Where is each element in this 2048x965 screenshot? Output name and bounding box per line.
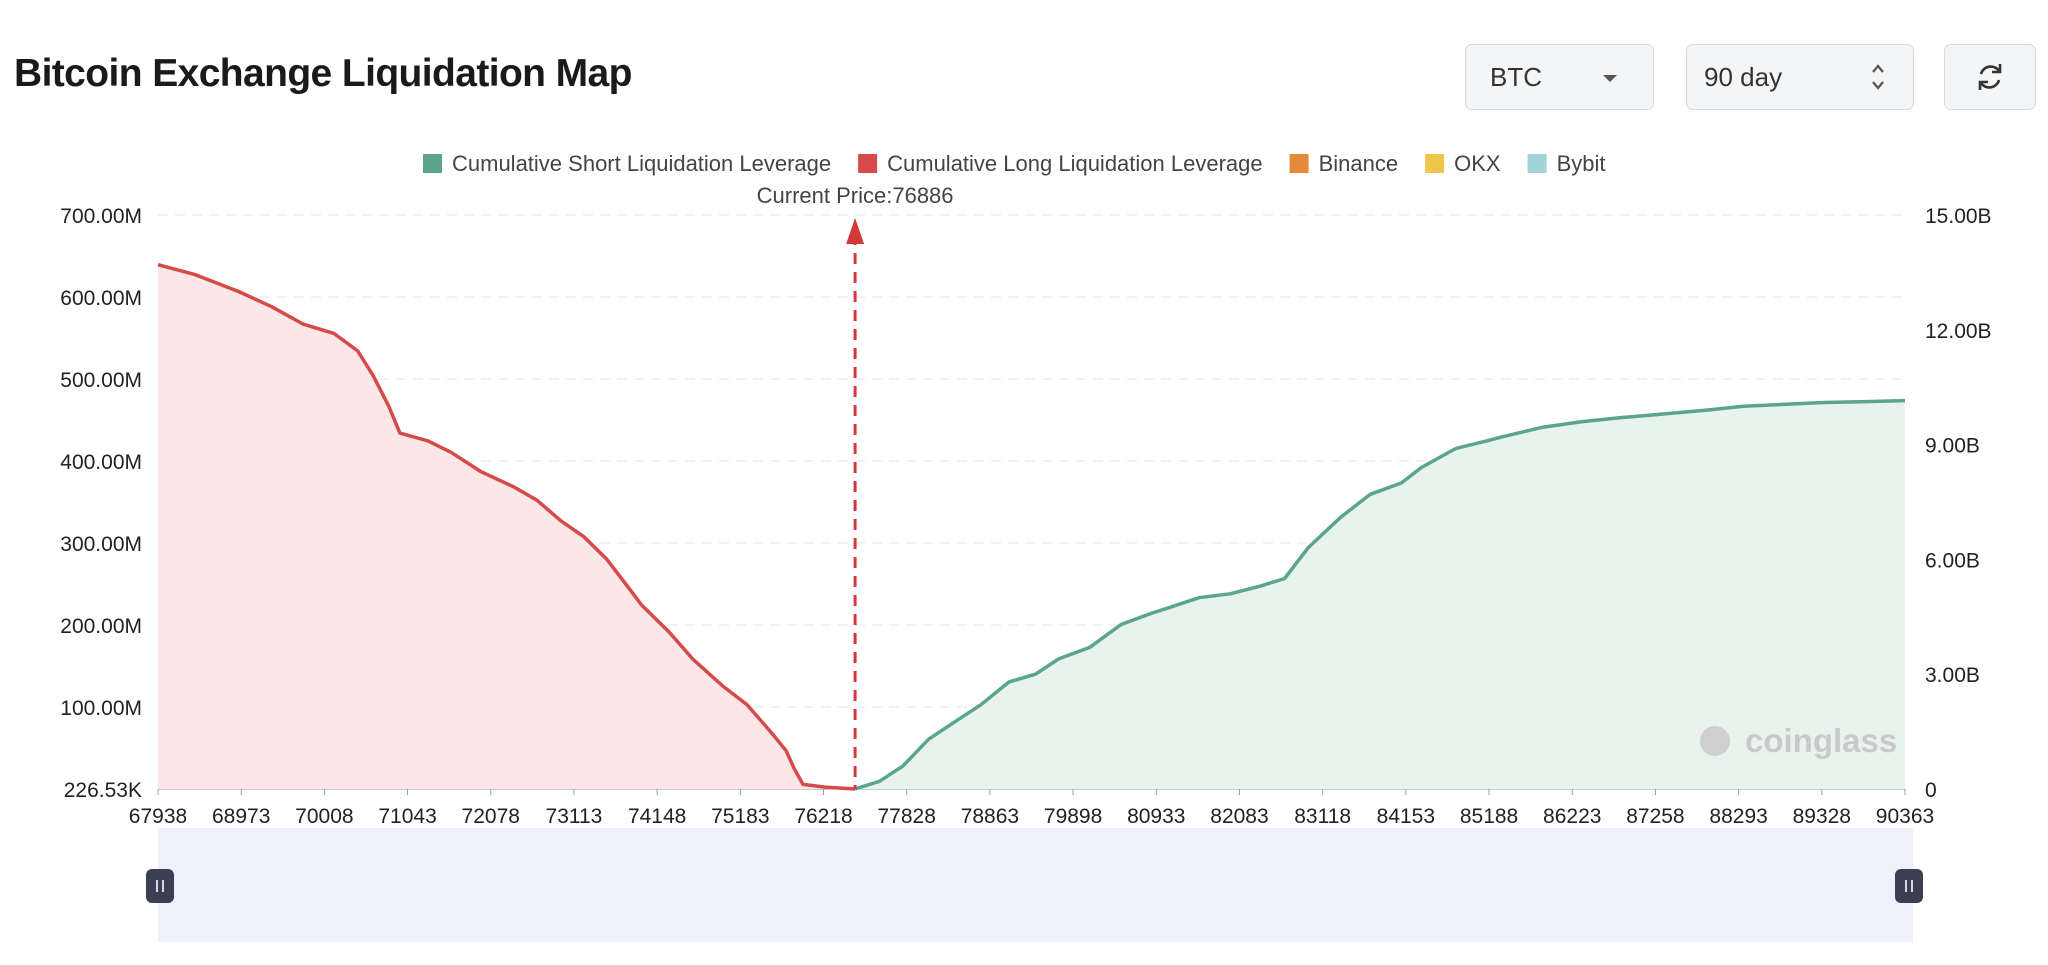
y-left-tick-label: 226.53K	[64, 779, 142, 802]
y-left-tick-label: 700.00M	[60, 205, 142, 228]
x-tick-label: 70008	[295, 805, 353, 828]
x-tick-label: 86223	[1543, 805, 1601, 828]
long-leverage-area	[158, 264, 856, 789]
x-tick-label: 89328	[1793, 805, 1851, 828]
x-tick-label: 67938	[129, 805, 187, 828]
x-tick-label: 77828	[878, 805, 936, 828]
up-down-chevron-icon	[1872, 64, 1884, 90]
legend-swatch	[1527, 154, 1547, 173]
x-tick-label: 85188	[1460, 805, 1518, 828]
y-right-tick-label: 12.00B	[1925, 320, 1992, 343]
legend-label: Bybit	[1557, 151, 1606, 176]
y-left-tick-label: 100.00M	[60, 697, 142, 720]
x-tick-label: 90363	[1876, 805, 1934, 828]
chevron-down-icon	[1603, 75, 1617, 82]
legend-label: Cumulative Long Liquidation Leverage	[887, 151, 1262, 176]
watermark-text: coinglass	[1745, 722, 1897, 759]
coinglass-logo-icon	[1700, 726, 1730, 756]
long-leverage-line	[157, 263, 856, 791]
x-tick-label: 72078	[462, 805, 520, 828]
x-tick-label: 80933	[1127, 805, 1185, 828]
legend-label: Binance	[1319, 151, 1399, 176]
refresh-icon	[1978, 64, 2002, 90]
y-left-tick-label: 200.00M	[60, 615, 142, 638]
legend-swatch	[1289, 154, 1309, 173]
x-tick-label: 79898	[1044, 805, 1102, 828]
slider-handle-left[interactable]	[146, 869, 174, 903]
y-right-tick-label: 0	[1925, 779, 1937, 802]
symbol-select-value: BTC	[1490, 61, 1542, 92]
x-tick-label: 71043	[378, 805, 436, 828]
x-tick-label: 76218	[794, 805, 852, 828]
current-price-arrow-icon	[846, 218, 865, 244]
y-right-tick-label: 9.00B	[1925, 435, 1980, 458]
legend-swatch	[1425, 154, 1445, 173]
x-tick-label: 84153	[1377, 805, 1435, 828]
range-select-value: 90 day	[1704, 61, 1783, 92]
y-right-tick-label: 6.00B	[1925, 549, 1980, 572]
legend-swatch	[423, 154, 442, 173]
y-left-tick-label: 500.00M	[60, 369, 142, 392]
symbol-select[interactable]: BTC	[1465, 44, 1654, 110]
x-tick-label: 82083	[1210, 805, 1268, 828]
legend-label: Cumulative Short Liquidation Leverage	[452, 151, 831, 176]
short-leverage-line	[854, 398, 1906, 791]
y-right-tick-label: 15.00B	[1925, 205, 1992, 228]
current-price-label: Current Price:76886	[757, 183, 954, 208]
refresh-button[interactable]	[1944, 44, 2036, 110]
y-right-tick-label: 3.00B	[1925, 664, 1980, 687]
short-leverage-area	[855, 400, 1905, 789]
x-tick-label: 75183	[711, 805, 769, 828]
x-tick-label: 68973	[212, 805, 270, 828]
x-tick-label: 78863	[961, 805, 1019, 828]
x-tick-label: 74148	[628, 805, 686, 828]
zoom-slider-track	[158, 828, 1913, 942]
legend-swatch	[858, 154, 878, 173]
y-left-tick-label: 400.00M	[60, 451, 142, 474]
x-tick-label: 83118	[1294, 805, 1351, 828]
page-title: Bitcoin Exchange Liquidation Map	[14, 52, 632, 95]
y-left-tick-label: 300.00M	[60, 533, 142, 556]
slider-handle-right[interactable]	[1895, 869, 1923, 903]
range-select[interactable]: 90 day	[1686, 44, 1914, 110]
x-tick-label: 87258	[1626, 805, 1684, 828]
legend-label: OKX	[1454, 151, 1501, 176]
x-tick-label: 73113	[546, 805, 603, 828]
y-left-tick-label: 600.00M	[60, 287, 142, 310]
x-tick-label: 88293	[1709, 805, 1767, 828]
